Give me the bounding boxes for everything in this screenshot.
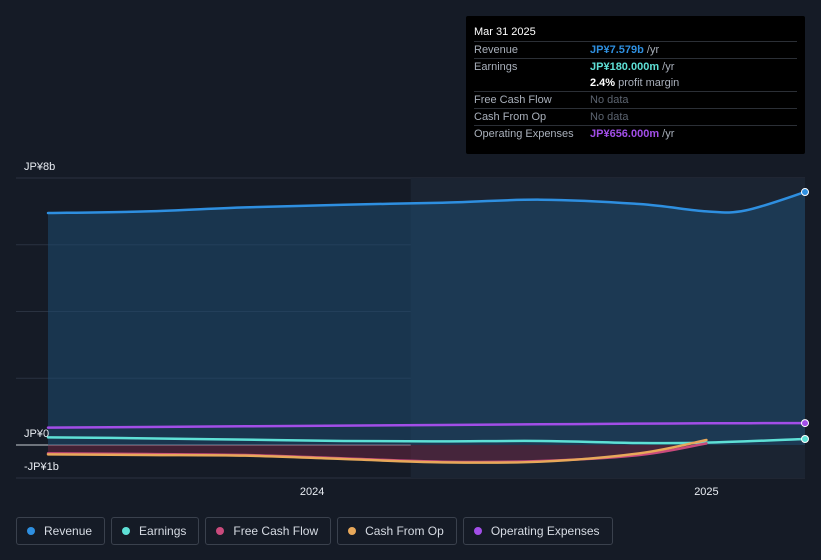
tooltip-row-label: Operating Expenses [474,128,574,140]
earnings-end-point [801,434,809,443]
tooltip-rows: Revenue JP¥7.579b /yr Earnings JP¥180.000m … [474,41,797,142]
legend-dot-icon [348,527,357,535]
tooltip-row-label [474,75,590,91]
tooltip-row-label: Revenue [474,44,519,56]
tooltip-date: Mar 31 2025 [474,26,536,38]
legend-label: Earnings [139,524,187,538]
legend-dot-icon [473,527,482,535]
legend-item-cash-from-op[interactable]: Cash From Op [337,517,457,545]
tooltip-row-label: Cash From Op [474,111,547,123]
tooltip-row-value: JP¥656.000m /yr [590,128,675,140]
legend-item-free-cash-flow[interactable]: Free Cash Flow [205,517,332,545]
legend-dot-icon [27,527,35,535]
y-label-bottom: -JP¥1b [24,461,59,473]
tooltip-row-label: Earnings [474,61,518,73]
revenue-line [46,190,807,215]
legend-label: Operating Expenses [490,524,600,538]
legend-label: Free Cash Flow [233,524,319,538]
free-cash-flow-area [48,443,707,462]
earnings-line [46,436,807,445]
tooltip-row: Free Cash Flow No data [474,91,797,108]
legend-item-earnings[interactable]: Earnings [111,517,200,545]
x-axis-ticks: 2024 2025 [300,486,719,498]
tooltip-row-label: Free Cash Flow [474,94,552,106]
tooltip-row-value: JP¥180.000m /yr [590,61,675,73]
legend-item-revenue[interactable]: Revenue [16,517,106,545]
series-layer [46,188,809,465]
tooltip-row: Cash From Op No data [474,108,797,125]
tooltip-row: Operating Expenses JP¥656.000m /yr [474,125,797,142]
tooltip-row-value: 2.4% profit margin [590,77,680,89]
x-tick-label: 2025 [694,486,718,498]
legend-dot-icon [216,527,225,535]
tooltip-row: Earnings JP¥180.000m /yr [474,58,797,75]
tooltip-row: Revenue JP¥7.579b /yr [474,41,797,58]
legend-label: Cash From Op [365,524,444,538]
y-label-zero: JP¥0 [24,428,49,440]
x-tick-label: 2024 [300,486,324,498]
legend-dot-icon [122,527,131,535]
legend-label: Revenue [44,524,93,538]
revenue-area [48,192,805,445]
data-tooltip: Mar 31 2025 Revenue JP¥7.579b /yr Earnings… [466,16,805,154]
operating-expenses-end-point [801,419,809,428]
y-label-top: JP¥8b [24,161,55,173]
chart-legend: Revenue Earnings Free Cash Flow Cash From O… [16,517,613,545]
cash-from-op-line [46,438,708,465]
tooltip-row: 2.4% profit margin [474,75,797,91]
tooltip-row-value: JP¥7.579b /yr [590,44,660,56]
tooltip-row-value: No data [590,94,629,106]
legend-item-operating-expenses[interactable]: Operating Expenses [462,517,613,545]
tooltip-row-value: No data [590,111,629,123]
revenue-end-point [801,188,809,197]
operating-expenses-line [46,421,807,429]
